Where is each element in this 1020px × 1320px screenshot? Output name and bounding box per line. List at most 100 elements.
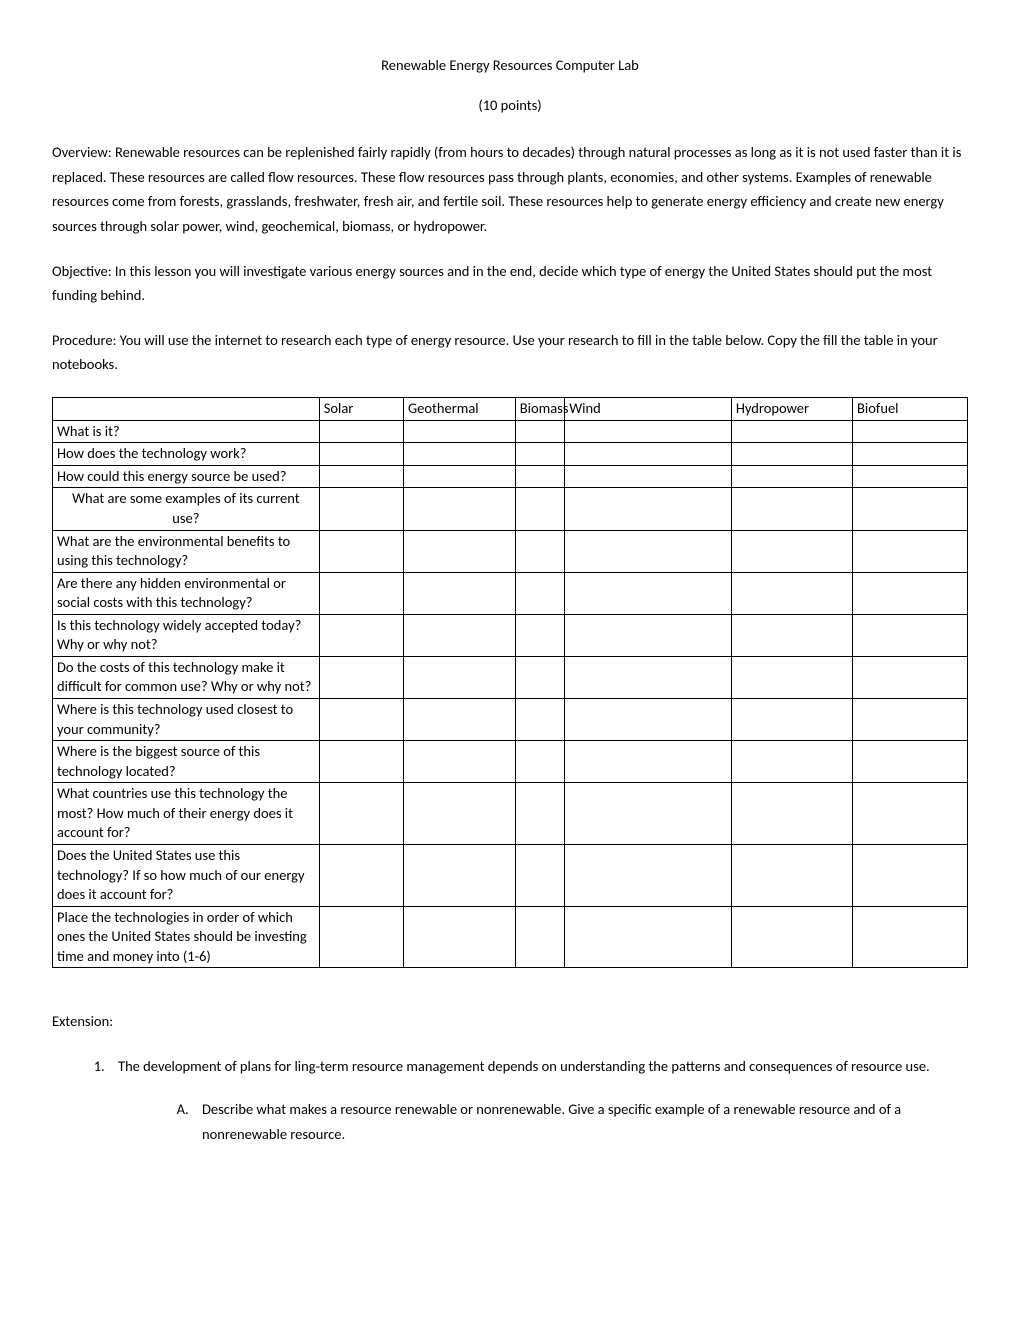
table-cell bbox=[404, 530, 516, 572]
table-question-cell: Do the costs of this technology make it … bbox=[53, 656, 320, 698]
table-question-cell: What are some examples of its current us… bbox=[53, 488, 320, 530]
table-cell bbox=[731, 906, 852, 968]
table-cell bbox=[319, 530, 403, 572]
table-cell bbox=[565, 572, 732, 614]
table-row: Does the United States use this technolo… bbox=[53, 844, 968, 906]
table-cell bbox=[731, 420, 852, 443]
table-cell bbox=[404, 443, 516, 466]
table-cell bbox=[565, 741, 732, 783]
table-cell bbox=[404, 741, 516, 783]
table-cell bbox=[565, 844, 732, 906]
table-row: How could this energy source be used? bbox=[53, 465, 968, 488]
table-cell bbox=[565, 443, 732, 466]
extension-list: The development of plans for ling-term r… bbox=[52, 1054, 968, 1146]
table-question-cell: Where is the biggest source of this tech… bbox=[53, 741, 320, 783]
table-cell bbox=[731, 783, 852, 845]
table-cell bbox=[515, 699, 565, 741]
table-cell bbox=[404, 699, 516, 741]
table-header-hydropower: Hydropower bbox=[731, 398, 852, 421]
table-cell bbox=[404, 572, 516, 614]
table-cell bbox=[404, 906, 516, 968]
table-cell bbox=[319, 465, 403, 488]
table-question-cell: What is it? bbox=[53, 420, 320, 443]
table-row: Are there any hidden environmental or so… bbox=[53, 572, 968, 614]
table-cell bbox=[565, 488, 732, 530]
table-cell bbox=[565, 465, 732, 488]
extension-item-1: The development of plans for ling-term r… bbox=[108, 1054, 968, 1146]
table-row: Where is the biggest source of this tech… bbox=[53, 741, 968, 783]
table-cell bbox=[404, 420, 516, 443]
table-cell bbox=[853, 844, 968, 906]
table-cell bbox=[565, 420, 732, 443]
table-cell bbox=[319, 488, 403, 530]
table-row: Do the costs of this technology make it … bbox=[53, 656, 968, 698]
table-header-row: Solar Geothermal Biomass Wind Hydropower… bbox=[53, 398, 968, 421]
table-cell bbox=[853, 572, 968, 614]
table-cell bbox=[515, 783, 565, 845]
table-cell bbox=[731, 741, 852, 783]
extension-subitem-a: Describe what makes a resource renewable… bbox=[192, 1097, 968, 1146]
table-cell bbox=[565, 906, 732, 968]
table-cell bbox=[565, 530, 732, 572]
table-row: What are the environmental benefits to u… bbox=[53, 530, 968, 572]
table-row: What countries use this technology the m… bbox=[53, 783, 968, 845]
table-cell bbox=[404, 783, 516, 845]
table-cell bbox=[319, 614, 403, 656]
table-cell bbox=[731, 465, 852, 488]
table-cell bbox=[731, 614, 852, 656]
energy-table: Solar Geothermal Biomass Wind Hydropower… bbox=[52, 397, 968, 968]
table-cell bbox=[731, 699, 852, 741]
table-cell bbox=[853, 906, 968, 968]
table-row: What are some examples of its current us… bbox=[53, 488, 968, 530]
table-header-biofuel: Biofuel bbox=[853, 398, 968, 421]
table-header-geothermal: Geothermal bbox=[404, 398, 516, 421]
table-cell bbox=[515, 465, 565, 488]
table-cell bbox=[404, 465, 516, 488]
table-cell bbox=[319, 783, 403, 845]
procedure-paragraph: Procedure: You will use the internet to … bbox=[52, 328, 968, 377]
table-question-cell: Where is this technology used closest to… bbox=[53, 699, 320, 741]
extension-heading: Extension: bbox=[52, 1012, 968, 1030]
table-question-cell: How could this energy source be used? bbox=[53, 465, 320, 488]
table-header-biomass: Biomass bbox=[515, 398, 565, 421]
table-cell bbox=[319, 906, 403, 968]
table-header-wind: Wind bbox=[565, 398, 732, 421]
table-cell bbox=[565, 656, 732, 698]
table-cell bbox=[853, 741, 968, 783]
table-question-cell: What countries use this technology the m… bbox=[53, 783, 320, 845]
table-cell bbox=[515, 614, 565, 656]
table-cell bbox=[515, 656, 565, 698]
table-cell bbox=[515, 844, 565, 906]
table-cell bbox=[404, 488, 516, 530]
table-cell bbox=[515, 443, 565, 466]
table-row: What is it? bbox=[53, 420, 968, 443]
table-cell bbox=[853, 530, 968, 572]
table-cell bbox=[853, 699, 968, 741]
table-question-cell: Is this technology widely accepted today… bbox=[53, 614, 320, 656]
table-cell bbox=[731, 844, 852, 906]
page-title: Renewable Energy Resources Computer Lab bbox=[52, 56, 968, 74]
table-cell bbox=[319, 844, 403, 906]
overview-paragraph: Overview: Renewable resources can be rep… bbox=[52, 140, 968, 239]
table-row: Where is this technology used closest to… bbox=[53, 699, 968, 741]
table-cell bbox=[515, 488, 565, 530]
table-question-cell: Does the United States use this technolo… bbox=[53, 844, 320, 906]
table-cell bbox=[515, 572, 565, 614]
table-cell bbox=[853, 783, 968, 845]
extension-sublist: Describe what makes a resource renewable… bbox=[118, 1097, 968, 1146]
table-cell bbox=[853, 488, 968, 530]
table-cell bbox=[404, 614, 516, 656]
table-cell bbox=[731, 572, 852, 614]
table-body: What is it?How does the technology work?… bbox=[53, 420, 968, 968]
table-cell bbox=[731, 488, 852, 530]
table-question-cell: How does the technology work? bbox=[53, 443, 320, 466]
table-cell bbox=[731, 530, 852, 572]
extension-item-1-text: The development of plans for ling-term r… bbox=[118, 1057, 930, 1075]
page-subtitle: (10 points) bbox=[52, 96, 968, 114]
table-cell bbox=[565, 614, 732, 656]
table-row: Place the technologies in order of which… bbox=[53, 906, 968, 968]
table-cell bbox=[404, 656, 516, 698]
table-question-cell: Are there any hidden environmental or so… bbox=[53, 572, 320, 614]
table-header-solar: Solar bbox=[319, 398, 403, 421]
table-cell bbox=[565, 699, 732, 741]
